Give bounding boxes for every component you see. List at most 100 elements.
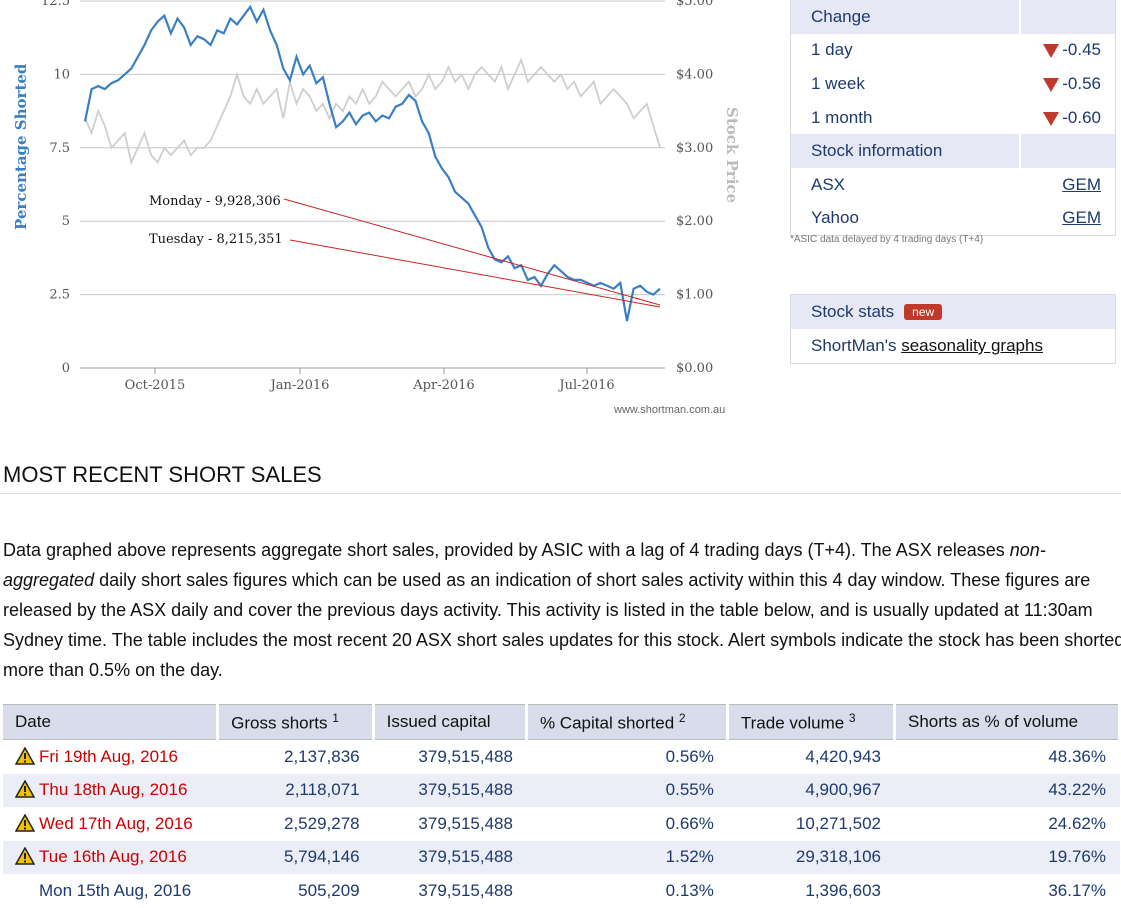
warning-icon — [15, 780, 35, 798]
left-tick-label: 7.5 — [49, 141, 70, 156]
change-row-1-month: 1 month -0.60 — [791, 100, 1115, 135]
col-header-date[interactable]: Date — [3, 704, 220, 740]
series-percentage-shorted — [83, 4, 661, 322]
right-tick-label: $1.00 — [676, 288, 713, 303]
seasonality-prefix: ShortMan's — [811, 336, 897, 355]
x-tick-label: Apr-2016 — [412, 378, 474, 393]
left-tick-label: 0 — [62, 361, 70, 376]
table-row: Thu 18th Aug, 2016 2,118,071 379,515,488 0.… — [3, 773, 1120, 807]
asx-link[interactable]: GEM — [1062, 174, 1101, 194]
stock-stats-title: Stock stats — [811, 302, 895, 321]
section-divider — [0, 493, 1121, 494]
cell-gross-shorts: 5,794,146 — [217, 840, 374, 874]
cell-trade-volume: 4,900,967 — [727, 773, 895, 807]
change-label: 1 week — [811, 73, 865, 93]
col-header-trade-volume[interactable]: Trade volume 3 — [727, 704, 897, 740]
warning-icon — [15, 813, 35, 832]
cell-shorts-pct-volume: 48.36% — [1048, 746, 1106, 766]
change-value: -0.56 — [1062, 73, 1101, 93]
cell-shorts-pct-volume: 24.62% — [1048, 813, 1106, 833]
short-interest-chart: 0 2.5 5 7.5 10 12.5 $0.00 $1.00 $2.00 $3.00 $4.00… — [0, 0, 780, 430]
right-tick-label: $2.00 — [676, 214, 713, 229]
stock-info-label: ASX — [811, 174, 846, 194]
col-header-shorts-pct-volume[interactable]: Shorts as % of volume — [894, 704, 1121, 740]
cell-issued-capital: 379,515,488 — [418, 813, 513, 833]
short-sales-table: Date Gross shorts 1 Issued capital % Cap… — [3, 704, 1121, 908]
down-arrow-icon — [1043, 77, 1060, 92]
cell-shorts-pct-volume: 43.22% — [894, 773, 1120, 807]
right-axis-ticks: $0.00 $1.00 $2.00 $3.00 $4.00 $5.00 — [676, 0, 713, 376]
col-header-issued-capital[interactable]: Issued capital — [373, 704, 528, 740]
cell-gross-shorts: 2,137,836 — [283, 746, 360, 766]
stock-stats-panel: Stock stats new ShortMan's seasonality g… — [790, 294, 1116, 364]
yahoo-link[interactable]: GEM — [1062, 208, 1101, 228]
down-arrow-icon — [1043, 111, 1060, 126]
table-row: Mon 15th Aug, 2016 505,209 379,515,488 0.13… — [3, 874, 1120, 908]
annotation-line-tuesday — [289, 239, 661, 308]
chart-grid — [80, 0, 665, 369]
cell-shorts-pct-volume: 36.17% — [1048, 880, 1106, 900]
change-row-1-week: 1 week -0.56 — [791, 67, 1115, 101]
warning-icon — [15, 746, 35, 765]
change-panel: Change 1 day -0.45 1 week -0.56 1 month … — [790, 0, 1116, 237]
x-tick-label: Jul-2016 — [557, 378, 614, 393]
x-tick-label: Jan-2016 — [269, 378, 330, 393]
cell-trade-volume: 10,271,502 — [795, 813, 881, 833]
cell-pct-capital: 0.55% — [526, 773, 728, 807]
chart-credit[interactable]: www.shortman.com.au — [613, 404, 725, 416]
change-row-1-day: 1 day -0.45 — [791, 33, 1115, 68]
col-header-pct-capital-shorted[interactable]: % Capital shorted 2 — [526, 704, 729, 740]
left-tick-label: 10 — [53, 67, 70, 82]
cell-issued-capital: 379,515,488 — [418, 880, 513, 900]
cell-trade-volume: 1,396,603 — [805, 880, 881, 900]
cell-shorts-pct-volume: 19.76% — [894, 840, 1120, 874]
table-body: Fri 19th Aug, 2016 2,137,836 379,515,488 0.… — [3, 740, 1120, 908]
stock-info-header-row: Stock information — [791, 134, 1115, 168]
left-axis-ticks: 0 2.5 5 7.5 10 12.5 — [41, 0, 70, 376]
change-header-row: Change — [791, 0, 1115, 34]
cell-gross-shorts: 505,209 — [298, 880, 360, 900]
cell-trade-volume: 4,420,943 — [805, 746, 881, 766]
cell-date: Fri 19th Aug, 2016 — [3, 740, 218, 774]
cell-issued-capital: 379,515,488 — [373, 840, 527, 874]
stock-info-row-asx: ASX GEM — [791, 168, 1115, 202]
annotation-tuesday: Tuesday - 8,215,351 — [149, 232, 283, 247]
cell-gross-shorts: 2,118,071 — [217, 773, 374, 807]
table-row: Fri 19th Aug, 2016 2,137,836 379,515,488 0.… — [3, 740, 1120, 774]
paragraph-emphasis: non-aggregated — [3, 540, 1046, 590]
stock-info-header: Stock information — [811, 141, 943, 161]
right-tick-label: $4.00 — [676, 67, 713, 82]
cell-issued-capital: 379,515,488 — [373, 773, 527, 807]
warning-icon — [15, 847, 35, 865]
right-tick-label: $0.00 — [676, 361, 713, 376]
new-badge: new — [904, 304, 943, 320]
asic-delay-note: *ASIC data delayed by 4 trading days (T+… — [790, 234, 984, 245]
chart-svg: 0 2.5 5 7.5 10 12.5 $0.00 $1.00 $2.00 $3.00 $4.00… — [12, 0, 741, 416]
description-paragraph: Data graphed above represents aggregate … — [3, 535, 1121, 685]
paragraph-part-2: daily short sales figures which can be u… — [3, 570, 1121, 680]
stock-stats-header: Stock stats new — [791, 295, 1115, 329]
down-arrow-icon — [1043, 44, 1060, 59]
left-axis-title: Percentage Shorted — [12, 63, 30, 230]
cell-pct-capital: 0.13% — [665, 880, 714, 900]
x-axis-ticks: Oct-2015 Jan-2016 Apr-2016 Jul-2016 — [80, 367, 665, 393]
right-tick-label: $3.00 — [676, 141, 713, 156]
seasonality-graphs-link[interactable]: seasonality graphs — [901, 336, 1043, 355]
left-tick-label: 2.5 — [49, 288, 70, 303]
right-tick-label: $5.00 — [676, 0, 713, 9]
seasonality-row: ShortMan's seasonality graphs — [791, 329, 1115, 363]
cell-pct-capital: 1.52% — [526, 840, 728, 874]
x-tick-label: Oct-2015 — [125, 378, 186, 393]
chart-series — [83, 4, 661, 322]
change-value: -0.45 — [1062, 40, 1101, 60]
right-axis-title: Stock Price — [723, 107, 741, 203]
annotation-monday: Monday - 9,928,306 — [149, 194, 281, 209]
change-label: 1 day — [811, 40, 853, 60]
annotation-line-monday — [283, 198, 661, 306]
table-header-row: Date Gross shorts 1 Issued capital % Cap… — [3, 704, 1121, 740]
col-header-gross-shorts[interactable]: Gross shorts 1 — [217, 704, 375, 740]
cell-pct-capital: 0.66% — [665, 813, 714, 833]
change-header: Change — [811, 6, 871, 26]
stock-info-row-yahoo: Yahoo GEM — [791, 202, 1115, 236]
table-row: Wed 17th Aug, 2016 2,529,278 379,515,488 0.… — [3, 807, 1120, 841]
